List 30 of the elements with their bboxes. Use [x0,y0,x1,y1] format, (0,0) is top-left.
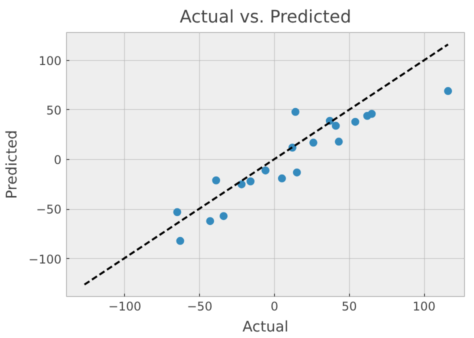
point [220,212,228,220]
point [246,177,255,186]
x-axis-title: Actual [242,318,288,336]
point [278,174,286,182]
point [176,236,184,245]
point [238,180,246,188]
point [351,118,360,126]
chart-title: Actual vs. Predicted [180,8,352,28]
point [332,122,340,130]
y-tick-label: 0 [54,153,62,168]
y-tick-label: −50 [36,202,62,217]
point [309,138,318,147]
y-tick-label: 100 [38,54,62,68]
point [334,138,343,146]
x-tick-label: −50 [187,300,212,314]
y-axis-title: Predicted [4,130,21,199]
y-tick-label: −100 [28,252,62,266]
point [368,110,376,118]
point [212,176,220,184]
point [262,166,270,174]
point [444,87,452,96]
y-tick-label: 50 [46,103,62,118]
point [173,208,182,216]
x-tick-label: −100 [108,300,142,314]
point [206,217,214,226]
x-tick-label: 0 [270,300,278,314]
point [291,108,300,116]
point [292,168,301,176]
x-tick-label: 50 [342,300,357,314]
x-tick-label: 100 [412,300,436,314]
